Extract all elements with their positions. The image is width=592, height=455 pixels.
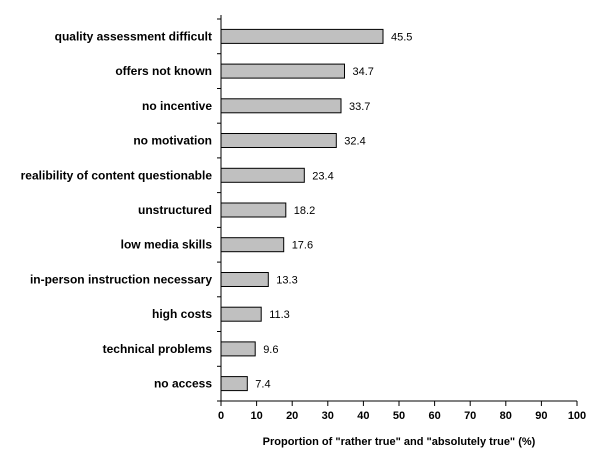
data-label: 7.4 xyxy=(255,379,270,391)
category-label: high costs xyxy=(152,307,212,321)
data-label: 11.3 xyxy=(269,309,290,321)
category-label: technical problems xyxy=(103,342,213,356)
category-label: realibility of content questionable xyxy=(21,168,213,182)
category-label: quality assessment difficult xyxy=(55,29,212,43)
bar xyxy=(220,133,337,148)
x-axis-title: Proportion of "rather true" and "absolut… xyxy=(263,436,536,448)
x-tick-label: 90 xyxy=(535,410,547,422)
labels-layer: quality assessment difficult 45.5 offers n… xyxy=(21,29,587,422)
x-tick-label: 50 xyxy=(393,410,405,422)
data-label: 17.6 xyxy=(292,240,313,252)
data-label: 33.7 xyxy=(349,101,370,113)
x-tick-label: 30 xyxy=(322,410,334,422)
data-label: 13.3 xyxy=(276,275,297,287)
bar xyxy=(220,376,248,392)
axis-layer xyxy=(217,15,578,406)
x-tick-label: 20 xyxy=(286,410,298,422)
x-tick-label: 40 xyxy=(357,410,369,422)
x-tick-label: 80 xyxy=(500,410,512,422)
x-tick-label: 60 xyxy=(428,410,440,422)
data-label: 34.7 xyxy=(353,66,374,78)
bar xyxy=(220,167,305,183)
x-tick-label: 70 xyxy=(464,410,476,422)
bar xyxy=(220,98,342,114)
x-tick-label: 0 xyxy=(218,410,224,422)
bar xyxy=(220,63,345,79)
data-label: 32.4 xyxy=(344,136,365,148)
x-tick-label: 10 xyxy=(250,410,262,422)
category-label: offers not known xyxy=(115,64,212,78)
data-label: 45.5 xyxy=(391,31,412,43)
bar xyxy=(220,341,256,357)
bar xyxy=(220,237,285,253)
bar xyxy=(220,306,262,322)
data-label: 9.6 xyxy=(263,344,278,356)
x-tick-label: 100 xyxy=(568,410,586,422)
category-label: unstructured xyxy=(138,203,212,217)
data-label: 23.4 xyxy=(312,170,333,182)
category-label: no incentive xyxy=(142,99,212,113)
category-label: in-person instruction necessary xyxy=(30,273,212,287)
category-label: no motivation xyxy=(133,134,212,148)
bar xyxy=(220,28,384,44)
bar xyxy=(220,272,269,287)
category-label: low media skills xyxy=(121,238,213,252)
data-label: 18.2 xyxy=(294,205,315,217)
category-label: no access xyxy=(154,377,212,391)
bar xyxy=(220,202,287,218)
